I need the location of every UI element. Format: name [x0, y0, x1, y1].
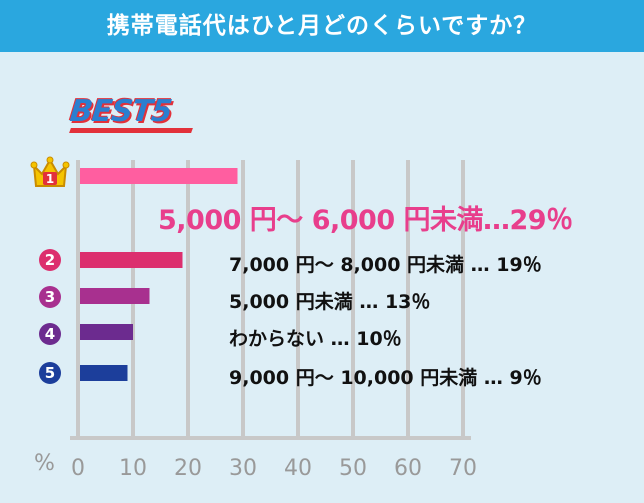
rank-1-number: 1 [46, 172, 54, 186]
x-tick-label-10: 10 [119, 456, 147, 481]
x-tick-label-30: 30 [229, 456, 257, 481]
bar-5 [80, 365, 128, 381]
rank-3-badge: 3 [39, 286, 61, 308]
bar-label-5: 9,000 円～ 10,000 円未満 … 9％ [229, 367, 542, 389]
x-tick-label-60: 60 [394, 456, 422, 481]
x-tick-label-40: 40 [284, 456, 312, 481]
bar-2 [80, 252, 183, 268]
best-badge: BEST5 [68, 94, 174, 129]
bar-1 [80, 168, 238, 184]
x-tick-label-20: 20 [174, 456, 202, 481]
x-tick-label-50: 50 [339, 456, 367, 481]
bar-label-4: わからない … 10％ [229, 328, 402, 350]
chart-title: 携帯電話代はひと月どのくらいですか？ [0, 0, 644, 52]
rank-4-badge: 4 [39, 323, 61, 345]
bar-label-1: 5,000 円～ 6,000 円未満…29％ [158, 205, 573, 236]
bar-3 [80, 288, 150, 304]
bar-label-3: 5,000 円未満 … 13％ [229, 291, 431, 313]
bar-label-2: 7,000 円～ 8,000 円未満 … 19％ [229, 254, 542, 276]
bar-4 [80, 324, 133, 340]
x-tick-label-70: 70 [449, 456, 477, 481]
rank-5-badge: 5 [39, 362, 61, 384]
crown-icon: 1 [30, 156, 70, 187]
x-tick-label-0: 0 [71, 456, 85, 481]
x-axis-unit: % [34, 451, 55, 476]
rank-2-badge: 2 [39, 249, 61, 271]
